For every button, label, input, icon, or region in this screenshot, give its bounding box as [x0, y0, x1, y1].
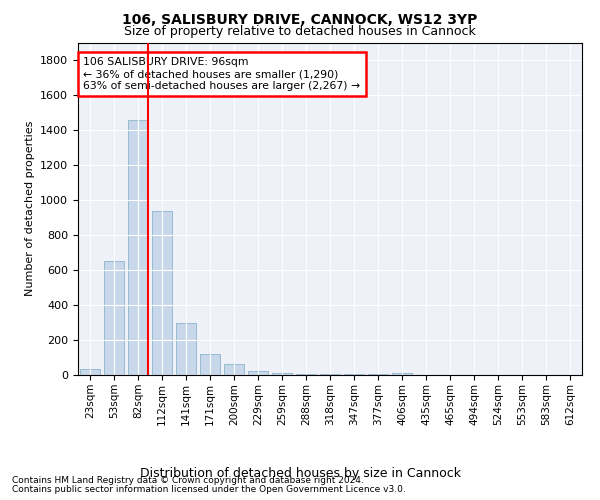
Bar [392, 373, 412, 375]
Bar [272, 373, 292, 375]
Bar [224, 364, 244, 375]
Bar [104, 261, 124, 375]
Text: 106 SALISBURY DRIVE: 96sqm
← 36% of detached houses are smaller (1,290)
63% of s: 106 SALISBURY DRIVE: 96sqm ← 36% of deta… [83, 58, 360, 90]
Y-axis label: Number of detached properties: Number of detached properties [25, 121, 35, 296]
Bar [320, 374, 340, 375]
Bar [152, 212, 172, 375]
Bar [344, 374, 364, 375]
Bar [80, 369, 100, 375]
Text: 106, SALISBURY DRIVE, CANNOCK, WS12 3YP: 106, SALISBURY DRIVE, CANNOCK, WS12 3YP [122, 12, 478, 26]
Text: Size of property relative to detached houses in Cannock: Size of property relative to detached ho… [124, 25, 476, 38]
Text: Distribution of detached houses by size in Cannock: Distribution of detached houses by size … [139, 468, 461, 480]
Bar [176, 324, 196, 375]
Bar [200, 354, 220, 375]
Bar [296, 374, 316, 375]
Text: Contains HM Land Registry data © Crown copyright and database right 2024.: Contains HM Land Registry data © Crown c… [12, 476, 364, 485]
Bar [128, 120, 148, 375]
Text: Contains public sector information licensed under the Open Government Licence v3: Contains public sector information licen… [12, 485, 406, 494]
Bar [368, 374, 388, 375]
Bar [248, 370, 268, 375]
